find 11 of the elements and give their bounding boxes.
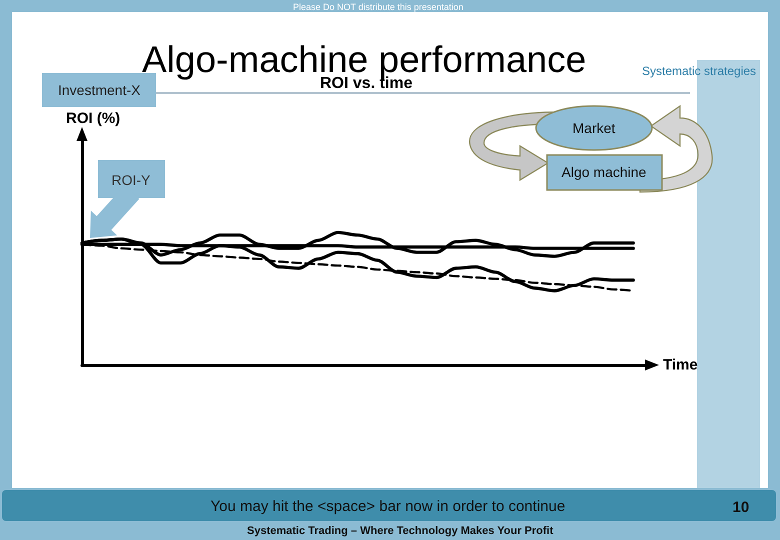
text: Algo machine <box>562 164 646 180</box>
text: ROI (%) <box>66 110 120 127</box>
text: 10 <box>732 498 750 516</box>
text: You may hit the <space> bar now in order to continue <box>210 498 566 515</box>
text: Investment-X <box>58 82 140 98</box>
text: Systematic strategies <box>642 64 756 79</box>
text: Please Do NOT distribute this presentation <box>293 2 464 12</box>
x-axis-title: Time <box>663 356 698 374</box>
text: Market <box>572 120 616 136</box>
text: Systematic Trading – Where Technology Makes Your Profit <box>247 524 554 538</box>
text: ROI-Y <box>112 172 150 188</box>
